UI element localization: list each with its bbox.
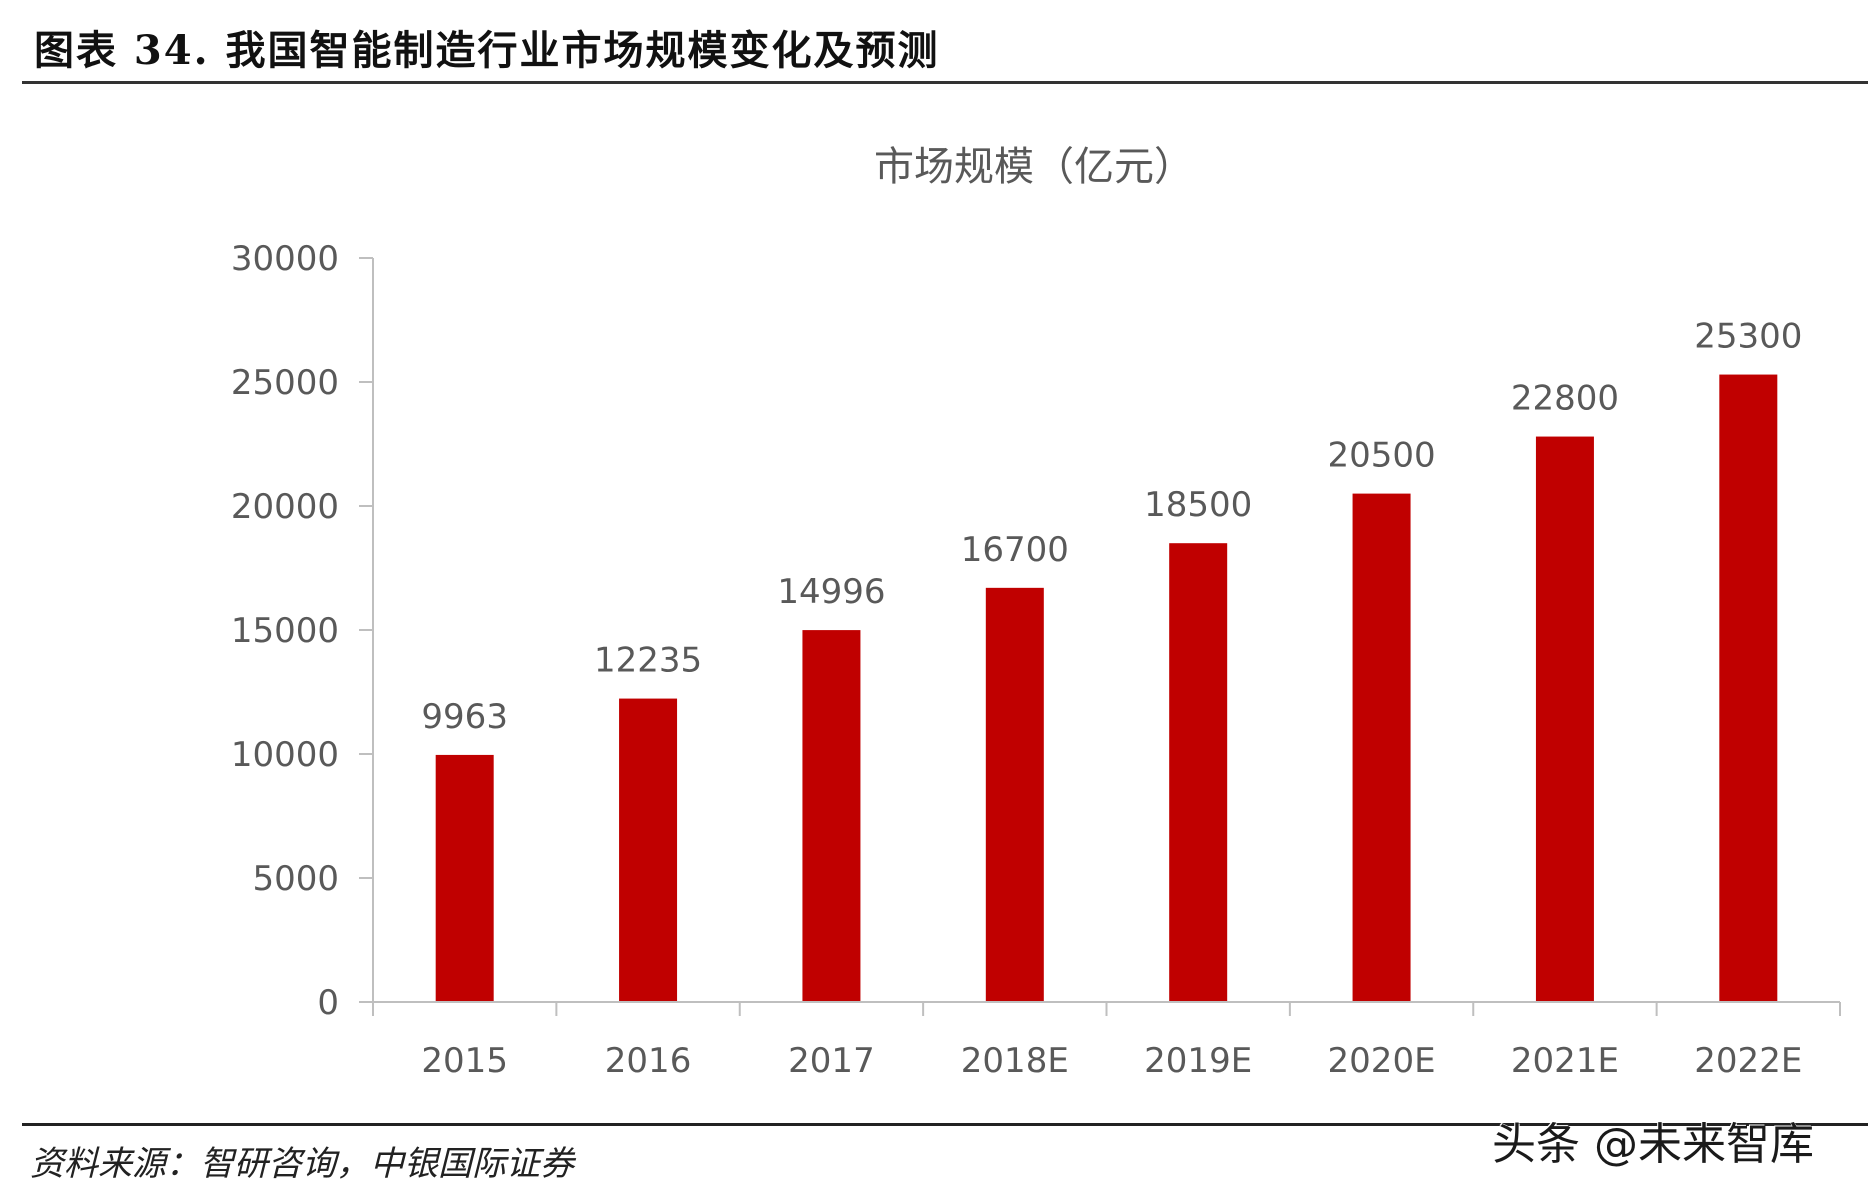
bar-2016 — [619, 698, 678, 1002]
figure-title: 图表 34. 我国智能制造行业市场规模变化及预测 — [34, 27, 940, 74]
data-label: 18500 — [1144, 485, 1252, 525]
data-label: 9963 — [421, 697, 508, 737]
bar-2021E — [1535, 436, 1594, 1002]
bar-2018E — [985, 587, 1044, 1002]
x-tick-label: 2021E — [1511, 1041, 1619, 1081]
x-axis: 2015 2016 2017 2018E 2019E 2020E 2021E 2022E — [359, 1001, 1841, 1081]
x-tick-label: 2017 — [788, 1041, 875, 1081]
x-tick-label: 2022E — [1694, 1041, 1802, 1081]
source-note: 资料来源：智研咨询，中银国际证券 — [30, 1144, 574, 1184]
x-tick-label: 2019E — [1144, 1041, 1252, 1081]
y-tick-label: 0 — [317, 983, 339, 1023]
chart-title: 市场规模（亿元） — [874, 144, 1194, 190]
x-tick-label: 2016 — [605, 1041, 692, 1081]
bar-2020E — [1352, 493, 1411, 1002]
y-axis: 0 5000 10000 15000 20000 25000 30000 — [231, 239, 374, 1023]
bar-2017 — [802, 630, 861, 1002]
data-label: 16700 — [961, 530, 1069, 570]
x-tick-label: 2020E — [1328, 1041, 1436, 1081]
y-tick-label: 5000 — [252, 859, 339, 899]
top-divider — [22, 81, 1868, 84]
bar-2022E — [1719, 374, 1778, 1002]
x-tick-label: 2015 — [421, 1041, 508, 1081]
bottom-divider — [22, 1123, 1868, 1126]
y-tick-label: 20000 — [231, 487, 339, 527]
x-tick-label: 2018E — [961, 1041, 1069, 1081]
y-tick-label: 30000 — [231, 239, 339, 279]
bars: 9963 12235 14996 16700 18500 20500 22800 25300 — [421, 317, 1802, 1002]
data-label: 12235 — [594, 641, 702, 681]
bar-2015 — [435, 754, 494, 1002]
y-tick-label: 15000 — [231, 611, 339, 651]
data-label: 14996 — [777, 572, 885, 612]
data-label: 25300 — [1694, 317, 1802, 357]
bar-2019E — [1169, 543, 1228, 1002]
y-tick-label: 10000 — [231, 735, 339, 775]
data-label: 22800 — [1511, 379, 1619, 419]
y-tick-label: 25000 — [231, 363, 339, 403]
watermark: 头条 @未来智库 — [1492, 1119, 1814, 1170]
data-label: 20500 — [1327, 436, 1435, 476]
